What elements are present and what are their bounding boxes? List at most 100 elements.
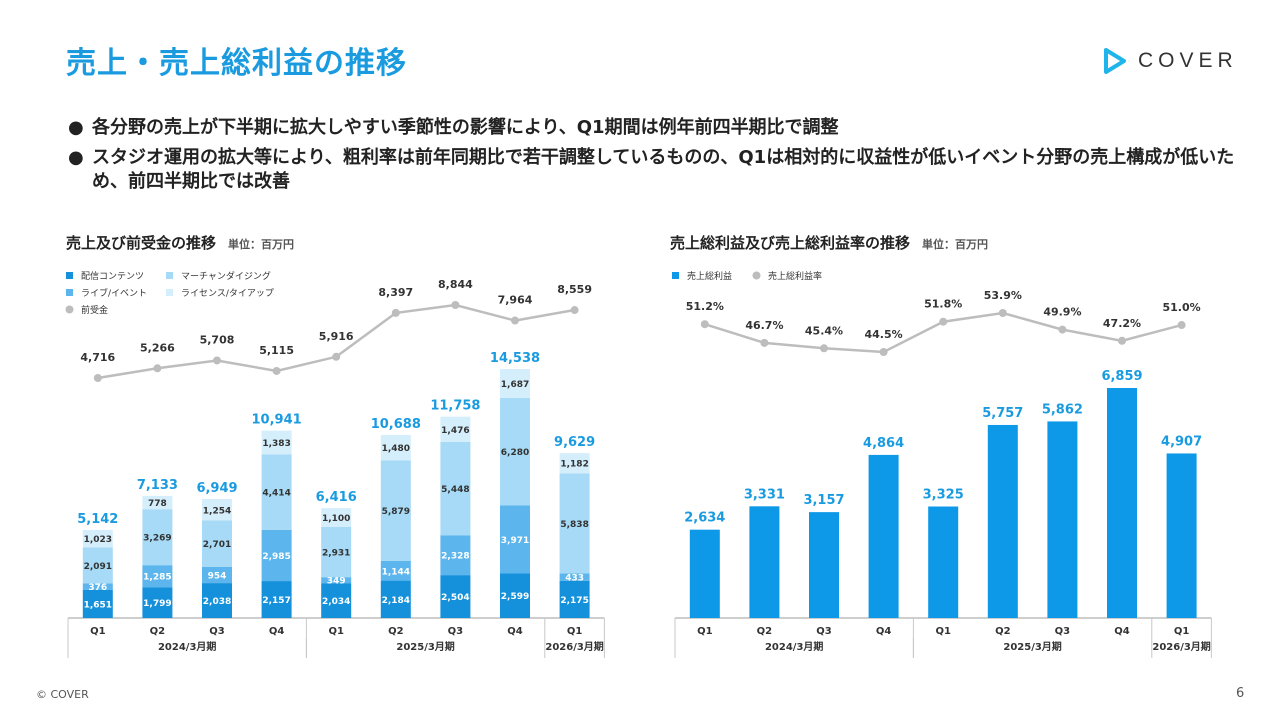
data-label-merchandising: 5,879 — [382, 507, 410, 517]
advance-point — [93, 374, 102, 382]
data-label-live-event: 2,985 — [262, 552, 290, 562]
data-label-live-event: 954 — [208, 571, 227, 581]
tick-label: Q1 — [567, 626, 583, 637]
bar-segment-merchandising — [142, 509, 173, 566]
data-label-merchandising: 3,269 — [143, 534, 171, 544]
advance-label: 5,916 — [319, 330, 354, 343]
bar-segment-merchandising — [261, 454, 292, 530]
total-label: 6,416 — [316, 490, 357, 505]
data-label-license: 778 — [148, 499, 167, 509]
bullet-dot-icon: ● — [68, 147, 84, 168]
data-label-content: 2,157 — [262, 596, 290, 606]
data-label-content: 2,175 — [560, 596, 588, 606]
total-label: 14,538 — [490, 351, 540, 366]
copyright: © COVER — [36, 688, 89, 701]
advance-point — [391, 308, 400, 317]
data-label-content: 2,504 — [441, 593, 469, 603]
bar-segment-content — [500, 573, 530, 618]
group-label: 2024/3月期 — [158, 640, 216, 653]
advance-point — [570, 306, 579, 315]
group-label: 2025/3月期 — [396, 640, 454, 653]
data-label-license: 1,383 — [262, 439, 290, 449]
sales-chart-title: 売上及び前受金の推移 単位：百万円 — [66, 232, 294, 253]
data-label-license: 1,476 — [441, 426, 469, 436]
advance-label: 4,716 — [80, 351, 115, 364]
bullet-text: 各分野の売上が下半期に拡大しやすい季節性の影響により、Q1期間は例年前四半期比で… — [92, 117, 839, 138]
gross-chart-title-text: 売上総利益及び売上総利益率の推移 — [670, 234, 911, 252]
total-label: 11,758 — [430, 399, 480, 414]
bullet-item: ● スタジオ運用の拡大等により、粗利率は前年同期比で若干調整しているものの、Q1… — [68, 146, 1248, 194]
legend-label: ライブ/イベント — [81, 287, 147, 299]
advance-label: 5,708 — [200, 333, 235, 346]
data-label-live-event: 3,971 — [501, 536, 529, 546]
bullet-text: スタジオ運用の拡大等により、粗利率は前年同期比で若干調整しているものの、Q1は相… — [92, 147, 1235, 192]
data-label-content: 2,184 — [382, 596, 410, 606]
data-label-live-event: 433 — [565, 574, 584, 584]
advance-label: 8,844 — [438, 278, 473, 291]
total-label: 6,949 — [196, 481, 237, 496]
sales-chart-unit: 単位：百万円 — [228, 238, 295, 251]
data-label-live-event: 349 — [327, 577, 346, 587]
data-label-live-event: 376 — [88, 583, 107, 593]
advance-label: 8,397 — [378, 286, 413, 299]
data-label-license: 1,182 — [560, 460, 588, 470]
page-title: 売上・売上総利益の推移 — [66, 46, 407, 81]
bar-segment-license — [380, 434, 411, 461]
bullet-item: ● 各分野の売上が下半期に拡大しやすい季節性の影響により、Q1期間は例年前四半期… — [68, 116, 1248, 140]
advance-point — [153, 364, 162, 373]
bar-segment-live-event — [380, 560, 411, 581]
bar-segment-live-event — [261, 529, 292, 582]
legend-label: ライセンス/タイアップ — [181, 288, 274, 299]
legend-label: マーチャンダイジング — [181, 270, 271, 282]
bar-segment-live-event — [82, 583, 113, 590]
tick-label: Q1 — [328, 626, 344, 637]
data-label-merchandising: 6,280 — [501, 448, 529, 458]
bar-segment-content — [559, 580, 590, 618]
advance-point — [272, 366, 281, 375]
bar-segment-live-event — [559, 573, 590, 581]
bar-segment-merchandising — [321, 526, 352, 578]
data-label-license: 1,480 — [382, 444, 410, 454]
legend-swatch — [66, 289, 73, 296]
advance-label: 8,559 — [557, 283, 592, 296]
data-label-content: 2,038 — [203, 597, 231, 607]
bar-segment-merchandising — [202, 520, 232, 567]
total-label: 10,941 — [252, 413, 302, 428]
bar-segment-license — [202, 499, 232, 521]
bar-segment-live-event — [440, 535, 471, 576]
bar-segment-license — [559, 453, 590, 474]
bar-segment-content — [440, 575, 471, 618]
bar-segment-merchandising — [559, 473, 590, 574]
bar-segment-live-event — [202, 566, 232, 584]
bar-segment-merchandising — [380, 460, 411, 561]
gross-chart-unit: 単位：百万円 — [922, 238, 989, 251]
gross-chart-title: 売上総利益及び売上総利益率の推移 単位：百万円 — [670, 232, 988, 253]
legend-label: 配信コンテンツ — [81, 270, 144, 282]
legend-swatch — [166, 289, 173, 296]
data-label-license: 1,023 — [84, 535, 112, 545]
data-label-license: 1,100 — [322, 514, 350, 524]
bar-segment-license — [440, 416, 471, 442]
data-label-live-event: 2,328 — [441, 552, 469, 562]
data-label-live-event: 1,144 — [382, 567, 410, 577]
bar-segment-content — [82, 589, 113, 618]
data-label-content: 1,799 — [143, 599, 171, 609]
legend-swatch — [66, 272, 73, 279]
legend-label: 前受金 — [81, 304, 108, 316]
advance-label: 7,964 — [498, 294, 533, 307]
legend-marker — [65, 305, 74, 314]
data-label-merchandising: 5,448 — [441, 485, 469, 495]
total-label: 7,133 — [137, 478, 178, 493]
company-logo: COVER — [1102, 44, 1238, 78]
bar-segment-license — [261, 430, 292, 455]
bullet-list: ● 各分野の売上が下半期に拡大しやすい季節性の影響により、Q1期間は例年前四半期… — [68, 116, 1248, 200]
tick-label: Q4 — [507, 626, 523, 637]
data-label-merchandising: 4,414 — [262, 489, 290, 499]
data-label-license: 1,254 — [203, 506, 231, 516]
bar-segment-merchandising — [440, 441, 471, 536]
advance-point — [511, 316, 519, 325]
advance-point — [332, 352, 341, 361]
tick-label: Q2 — [388, 626, 404, 637]
play-triangle-icon — [1104, 48, 1126, 74]
